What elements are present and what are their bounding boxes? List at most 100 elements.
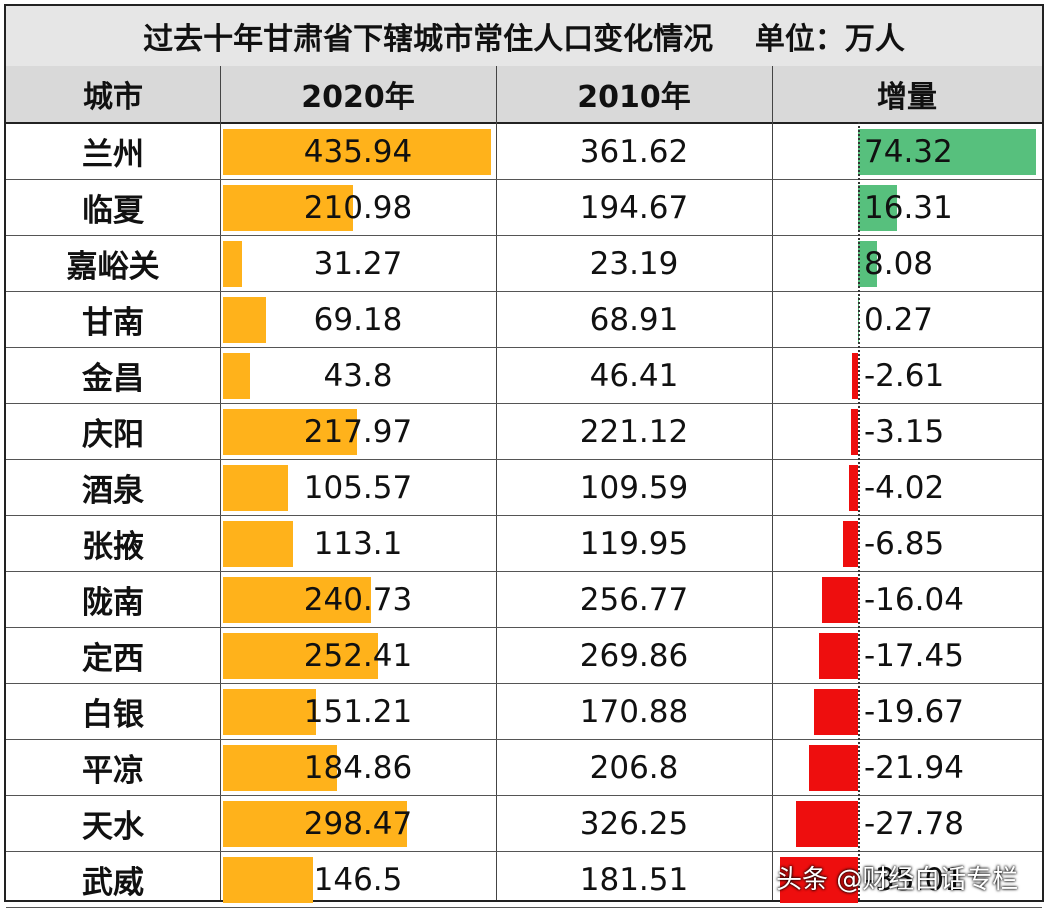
increment-value: -35.01 [864,861,964,898]
pop-2020-bar [223,465,288,511]
pop-2020-value: 298.47 [303,805,413,842]
increase-bar [858,129,1036,175]
pop-2020-cell: 31.27 [220,236,496,291]
table-row: 临夏 210.98 194.67 16.31 [6,180,1042,236]
pop-2020-bar [223,185,353,231]
pop-2020-cell: 113.1 [220,516,496,571]
pop-2020-value: 43.8 [323,357,393,394]
pop-2010-value: 221.12 [579,413,689,450]
pop-2020-bar [223,745,337,791]
pop-2010-value: 206.8 [589,749,679,786]
pop-2020-value: 31.27 [313,245,403,282]
table-row: 平凉 184.86 206.8 -21.94 [6,740,1042,796]
decrease-bar [819,633,858,679]
table-frame: 过去十年甘肃省下辖城市常住人口变化情况 单位：万人 城市 2020年 2010年… [4,4,1044,908]
table-row: 嘉峪关 31.27 23.19 8.08 [6,236,1042,292]
pop-2020-value: 210.98 [303,189,413,226]
increment-value: -19.67 [864,693,964,730]
column-divider [772,66,773,900]
decrease-bar [849,465,858,511]
city-name: 武威 [82,865,144,901]
city-name: 天水 [82,809,144,845]
pop-2020-bar [223,857,314,903]
decrease-bar [814,689,858,735]
city-name: 酒泉 [82,473,144,509]
pop-2020-value: 69.18 [313,301,403,338]
city-name: 陇南 [82,585,144,621]
increment-value: 74.32 [864,133,953,170]
pop-2010-value: 181.51 [579,861,689,898]
increment-value: 8.08 [864,245,934,282]
table-row: 陇南 240.73 256.77 -16.04 [6,572,1042,628]
pop-2020-value: 184.86 [303,749,413,786]
header-2020: 2020年 [301,80,415,115]
city-name: 白银 [82,697,144,733]
pop-2010-value: 269.86 [579,637,689,674]
pop-2020-value: 146.5 [313,861,403,898]
increment-value: -17.45 [864,637,964,674]
increment-value: -21.94 [864,749,964,786]
pop-2020-cell: 298.47 [220,796,496,851]
watermark: 头条 @财经白话专栏 [776,864,1019,895]
table-row: 金昌 43.8 46.41 -2.61 [6,348,1042,404]
pop-2020-bar [223,241,243,287]
city-name: 平凉 [82,753,144,789]
pop-2020-value: 113.1 [313,525,403,562]
city-name: 张掖 [82,529,144,565]
pop-2010-value: 46.41 [589,357,679,394]
table-row: 张掖 113.1 119.95 -6.85 [6,516,1042,572]
pop-2020-bar [223,521,293,567]
pop-2020-bar [223,297,266,343]
pop-2020-bar [223,129,491,175]
increment-value: 16.31 [864,189,953,226]
increment-value: 0.27 [864,301,934,338]
table-row: 定西 252.41 269.86 -17.45 [6,628,1042,684]
pop-2010-value: 194.67 [579,189,689,226]
city-name: 定西 [82,641,144,677]
table-row: 甘南 69.18 68.91 0.27 [6,292,1042,348]
decrease-bar [822,577,858,623]
table-header: 城市 2020年 2010年 增量 [6,66,1042,124]
header-increment: 增量 [877,80,937,115]
pop-2020-cell: 151.21 [220,684,496,739]
pop-2020-cell: 217.97 [220,404,496,459]
column-divider [220,66,221,900]
pop-2010-value: 170.88 [579,693,689,730]
increment-value: -3.15 [864,413,945,450]
pop-2020-value: 252.41 [303,637,413,674]
page-title: 过去十年甘肃省下辖城市常住人口变化情况 单位：万人 [6,6,1042,68]
decrease-bar [842,521,858,567]
decrease-bar [852,353,858,399]
column-divider [496,66,497,900]
pop-2010-value: 109.59 [579,469,689,506]
increment-value: -6.85 [864,525,945,562]
table-row: 酒泉 105.57 109.59 -4.02 [6,460,1042,516]
table-row: 武威 146.5 181.51 -35.01 [6,852,1042,908]
pop-2020-value: 435.94 [303,133,413,170]
pop-2020-bar [223,689,316,735]
pop-2010-value: 326.25 [579,805,689,842]
city-name: 庆阳 [82,417,144,453]
decrease-bar [780,857,858,903]
pop-2020-bar [223,633,379,679]
pop-2020-value: 151.21 [303,693,413,730]
pop-2020-value: 240.73 [303,581,413,618]
city-name: 金昌 [82,361,144,397]
decrease-bar [796,801,858,847]
pop-2010-value: 119.95 [579,525,689,562]
pop-2020-bar [223,801,407,847]
pop-2010-value: 256.77 [579,581,689,618]
pop-2020-cell: 146.5 [220,852,496,907]
pop-2020-value: 105.57 [303,469,413,506]
table-row: 白银 151.21 170.88 -19.67 [6,684,1042,740]
city-name: 嘉峪关 [66,249,160,285]
increase-bar [858,185,898,231]
header-city: 城市 [83,80,143,115]
header-2010: 2010年 [577,80,691,115]
pop-2010-value: 361.62 [579,133,689,170]
city-name: 临夏 [82,193,144,229]
pop-2020-cell: 43.8 [220,348,496,403]
pop-2010-value: 68.91 [589,301,679,338]
pop-2020-bar [223,409,357,455]
pop-2020-cell: 240.73 [220,572,496,627]
